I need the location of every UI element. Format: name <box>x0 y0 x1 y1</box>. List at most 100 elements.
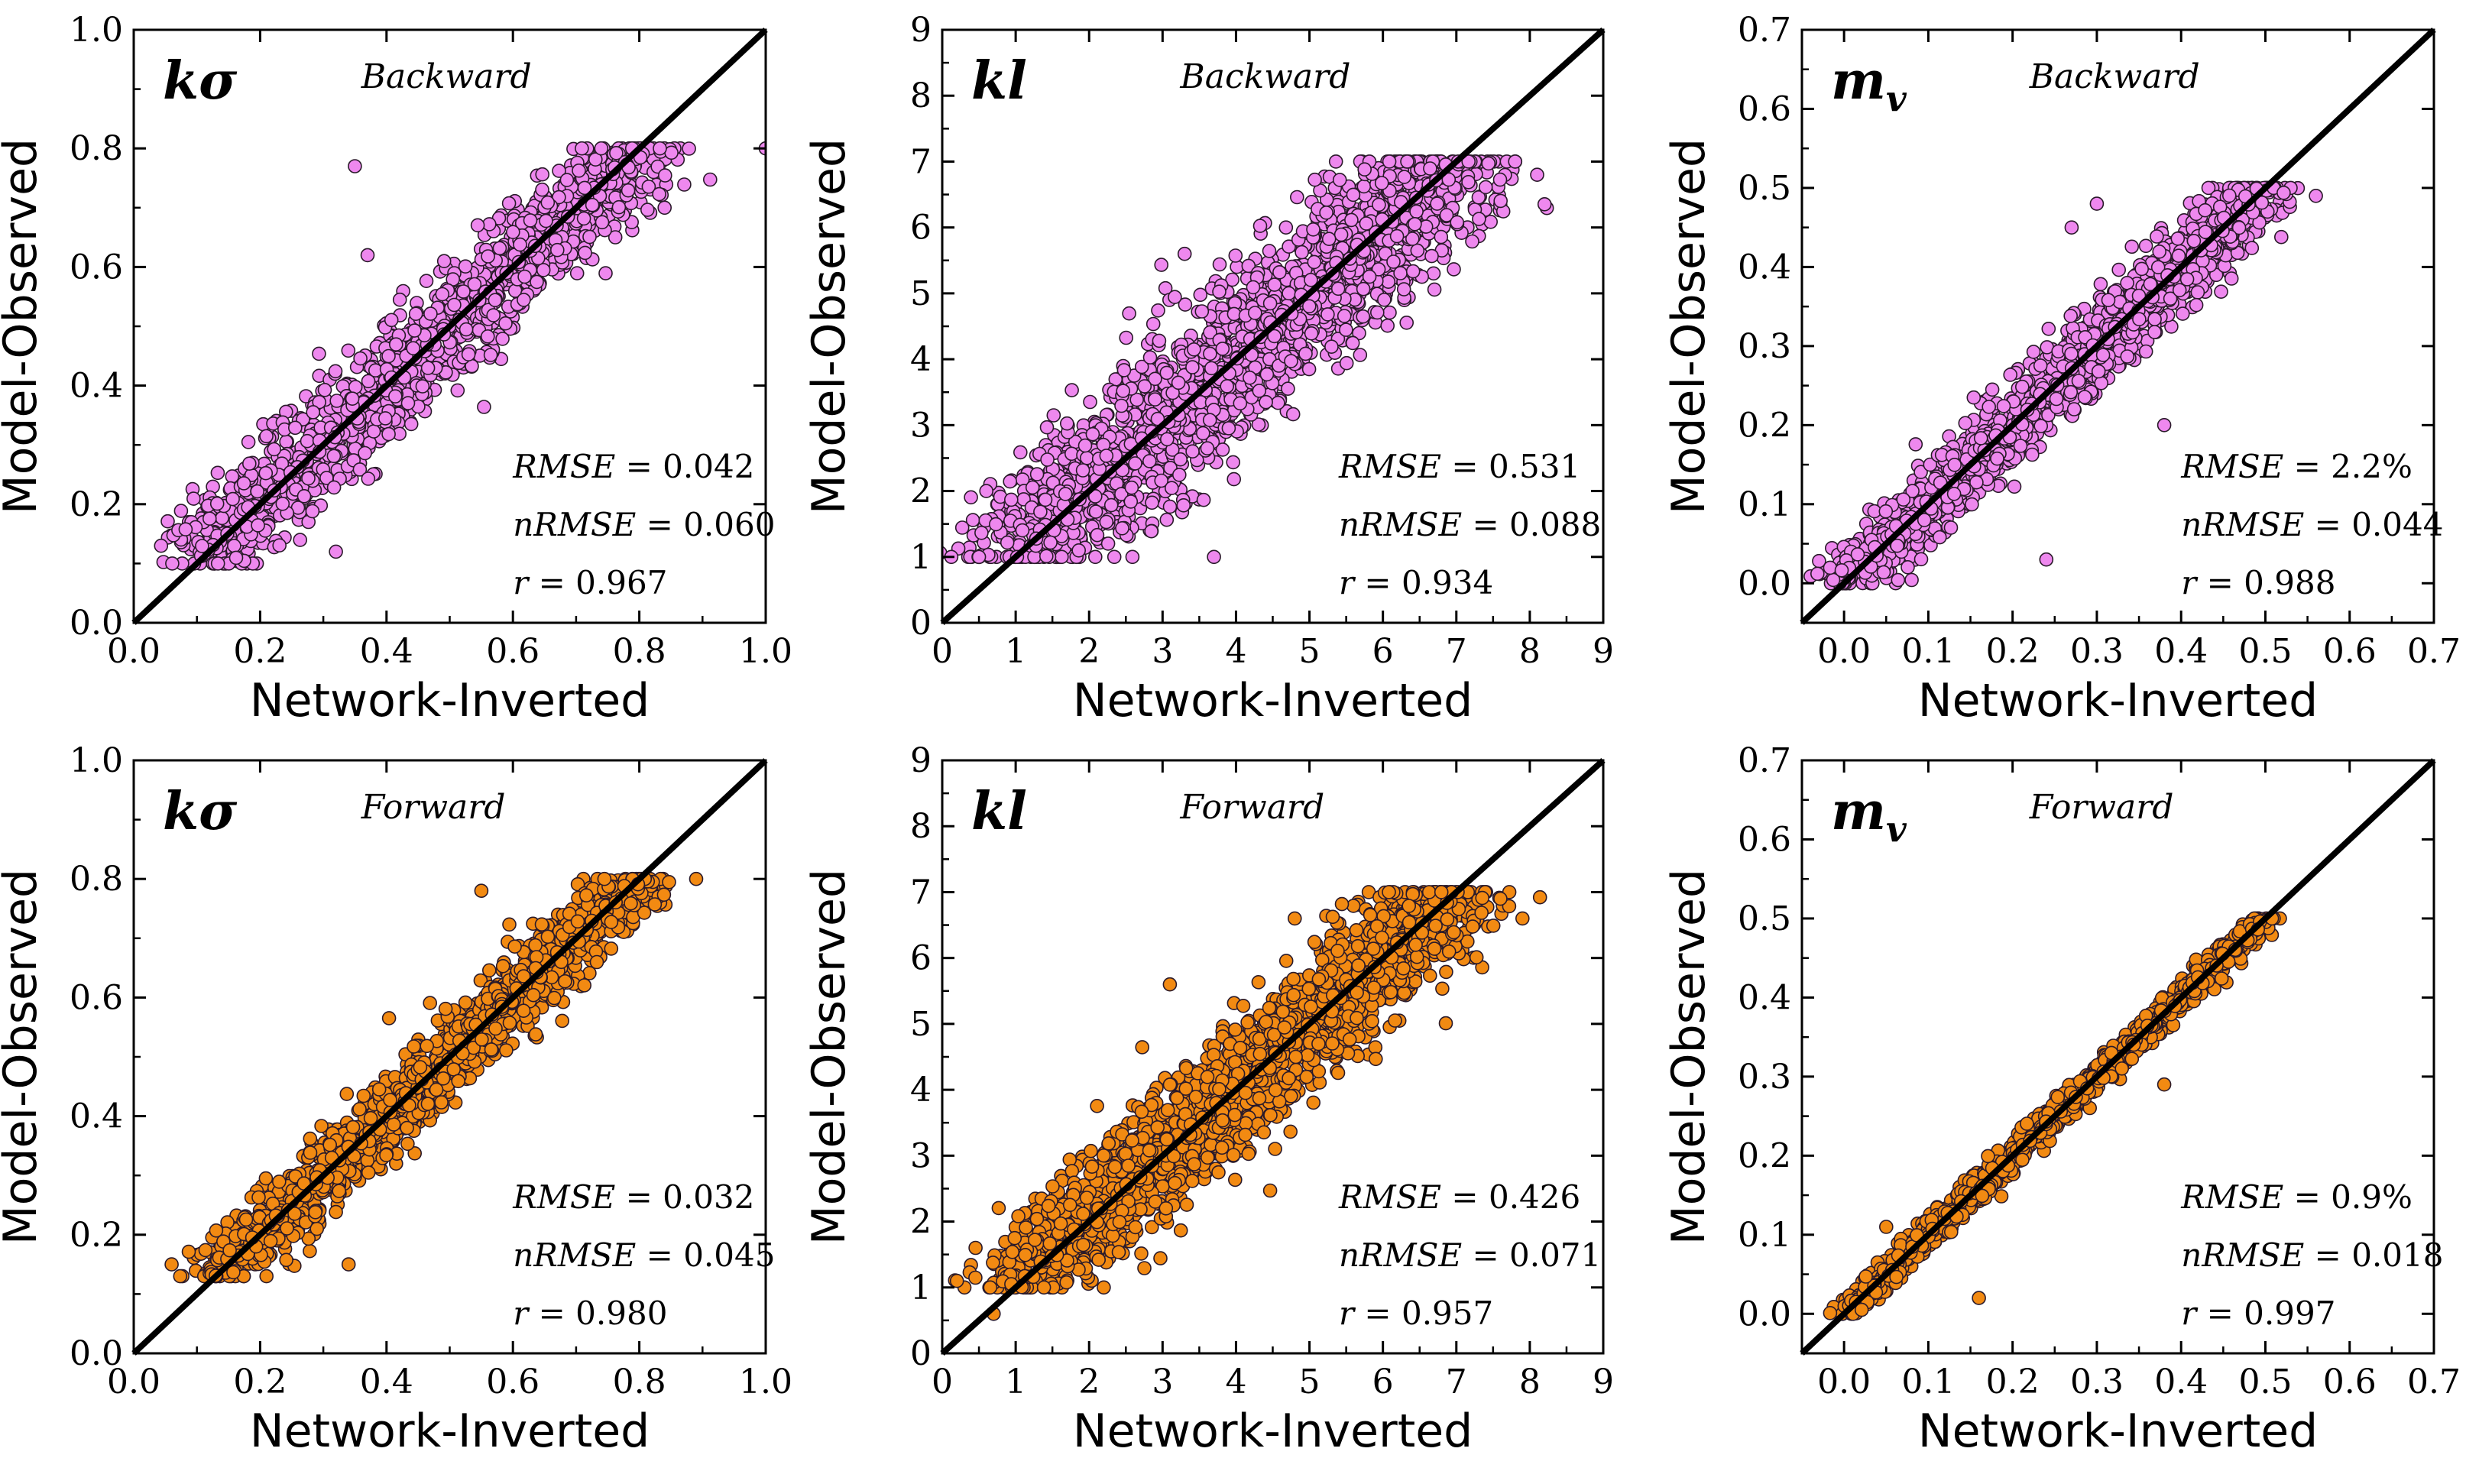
data-point <box>1060 416 1074 431</box>
y-tick-label: 5 <box>910 274 932 313</box>
data-point <box>345 391 360 407</box>
data-point <box>549 242 565 258</box>
data-point <box>657 168 672 183</box>
stat-nrmse: nRMSE = 0.088 <box>1339 506 1601 543</box>
data-point <box>483 348 498 362</box>
data-point <box>1810 566 1825 582</box>
data-point <box>1142 454 1157 468</box>
data-point <box>572 164 586 178</box>
data-point <box>1172 468 1187 482</box>
data-point <box>1039 420 1055 435</box>
data-point <box>1423 161 1437 176</box>
data-point <box>241 435 256 449</box>
y-tick-label: 0 <box>910 604 932 643</box>
data-point <box>1298 346 1313 361</box>
data-point <box>1212 257 1227 272</box>
data-point <box>1356 309 1370 324</box>
data-point <box>1090 527 1105 543</box>
data-point <box>1080 450 1094 465</box>
data-point <box>287 420 303 436</box>
data-point <box>1396 282 1411 296</box>
data-point <box>456 284 471 299</box>
data-point <box>1410 243 1425 258</box>
data-point <box>300 433 315 449</box>
data-point <box>1212 284 1227 300</box>
data-point <box>1200 441 1215 456</box>
data-point <box>1107 549 1122 565</box>
panel-vm-backward: 0.0 0.1 0.2 0.3 0.4 0.5 0.6 0.70.00.10.20.30.40… <box>1662 11 2461 727</box>
data-point <box>1083 394 1097 410</box>
data-point <box>250 484 265 499</box>
x-tick-label: 0.8 <box>613 632 666 671</box>
data-point <box>517 269 532 284</box>
y-tick-label: 7 <box>910 142 932 181</box>
data-point <box>1537 196 1552 212</box>
data-point <box>989 517 1003 532</box>
panel-kl-backward: 0 1 2 3 4 5 6 7 8 90123456789Network-InvertedMode… <box>802 11 1614 727</box>
x-axis-label: Network-Inverted <box>250 674 650 727</box>
data-point <box>2124 239 2139 254</box>
data-point <box>954 520 970 535</box>
panel-ksigma-backward: 0.0 0.2 0.4 0.6 0.8 1.00.00.20.40.60.81.0Netw… <box>0 11 792 727</box>
data-point <box>594 141 609 156</box>
data-point <box>702 172 718 187</box>
data-point <box>1233 396 1248 411</box>
data-point <box>505 225 520 240</box>
data-point <box>513 237 527 252</box>
data-point <box>1040 452 1055 467</box>
data-point <box>481 249 495 264</box>
data-point <box>1193 287 1208 303</box>
data-point <box>1272 264 1287 280</box>
data-point <box>552 164 566 178</box>
data-point <box>1124 480 1139 495</box>
data-point <box>1370 305 1385 320</box>
data-point <box>470 218 485 233</box>
data-point <box>329 544 343 559</box>
data-point <box>388 337 403 352</box>
data-point <box>2041 321 2056 336</box>
data-point <box>2095 348 2111 362</box>
data-point <box>1337 309 1352 323</box>
data-point <box>209 496 225 511</box>
x-tick-label: 8 <box>1519 632 1541 671</box>
data-point <box>1377 292 1392 307</box>
data-point <box>1228 248 1243 263</box>
x-tick-label: 1 <box>1005 632 1026 671</box>
data-point <box>2170 231 2186 246</box>
data-point <box>2120 275 2134 290</box>
data-point <box>598 266 613 280</box>
data-point <box>381 426 396 442</box>
x-tick-label: 0.4 <box>360 632 413 671</box>
data-point <box>275 496 290 511</box>
data-point <box>481 217 497 232</box>
data-point <box>1357 162 1372 177</box>
data-point <box>1243 370 1257 385</box>
data-point <box>523 213 538 228</box>
data-point <box>1891 572 1906 588</box>
data-point <box>358 446 372 461</box>
data-point <box>1405 264 1421 279</box>
y-tick-label: 2 <box>910 472 932 511</box>
data-point <box>305 504 320 519</box>
data-point <box>1290 190 1304 205</box>
data-point <box>210 556 225 571</box>
data-point <box>1194 304 1210 319</box>
data-point <box>1071 543 1086 558</box>
data-point <box>1372 197 1386 212</box>
y-tick-label: 1.0 <box>70 11 123 50</box>
data-point <box>279 434 293 449</box>
data-point <box>1352 326 1366 341</box>
data-point <box>215 510 229 526</box>
data-point <box>1029 467 1045 481</box>
data-point <box>492 241 507 256</box>
data-point <box>436 254 452 269</box>
data-point <box>2003 368 2017 382</box>
data-point <box>1187 342 1201 357</box>
data-point <box>361 471 376 486</box>
data-point <box>1362 269 1377 284</box>
data-point <box>1085 426 1100 442</box>
data-point <box>293 533 308 547</box>
data-point <box>1116 363 1132 377</box>
data-point <box>1966 390 1982 405</box>
